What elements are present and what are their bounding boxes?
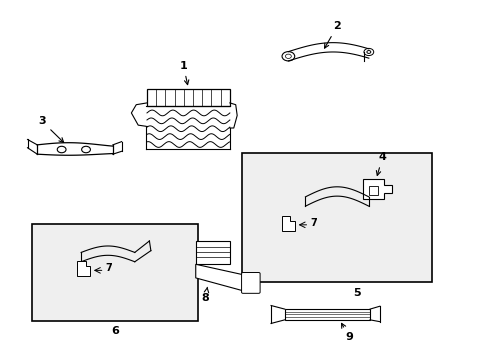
Text: 7: 7 [310, 218, 316, 228]
Text: 2: 2 [324, 21, 340, 48]
Text: 8: 8 [201, 287, 209, 303]
Text: 3: 3 [38, 116, 63, 143]
Polygon shape [77, 261, 90, 276]
Bar [147, 89, 229, 107]
Polygon shape [195, 241, 229, 264]
Bar [242, 153, 431, 282]
Bar [32, 224, 198, 320]
Bar [284, 309, 369, 320]
Polygon shape [282, 216, 294, 230]
FancyBboxPatch shape [241, 273, 260, 293]
Polygon shape [362, 179, 391, 199]
Bar [368, 186, 377, 195]
Polygon shape [195, 264, 246, 291]
Text: 1: 1 [179, 61, 188, 85]
Text: 7: 7 [105, 264, 112, 274]
Text: 5: 5 [352, 288, 360, 298]
Text: 4: 4 [376, 152, 386, 175]
Text: 6: 6 [111, 326, 119, 336]
Text: 9: 9 [341, 323, 352, 342]
